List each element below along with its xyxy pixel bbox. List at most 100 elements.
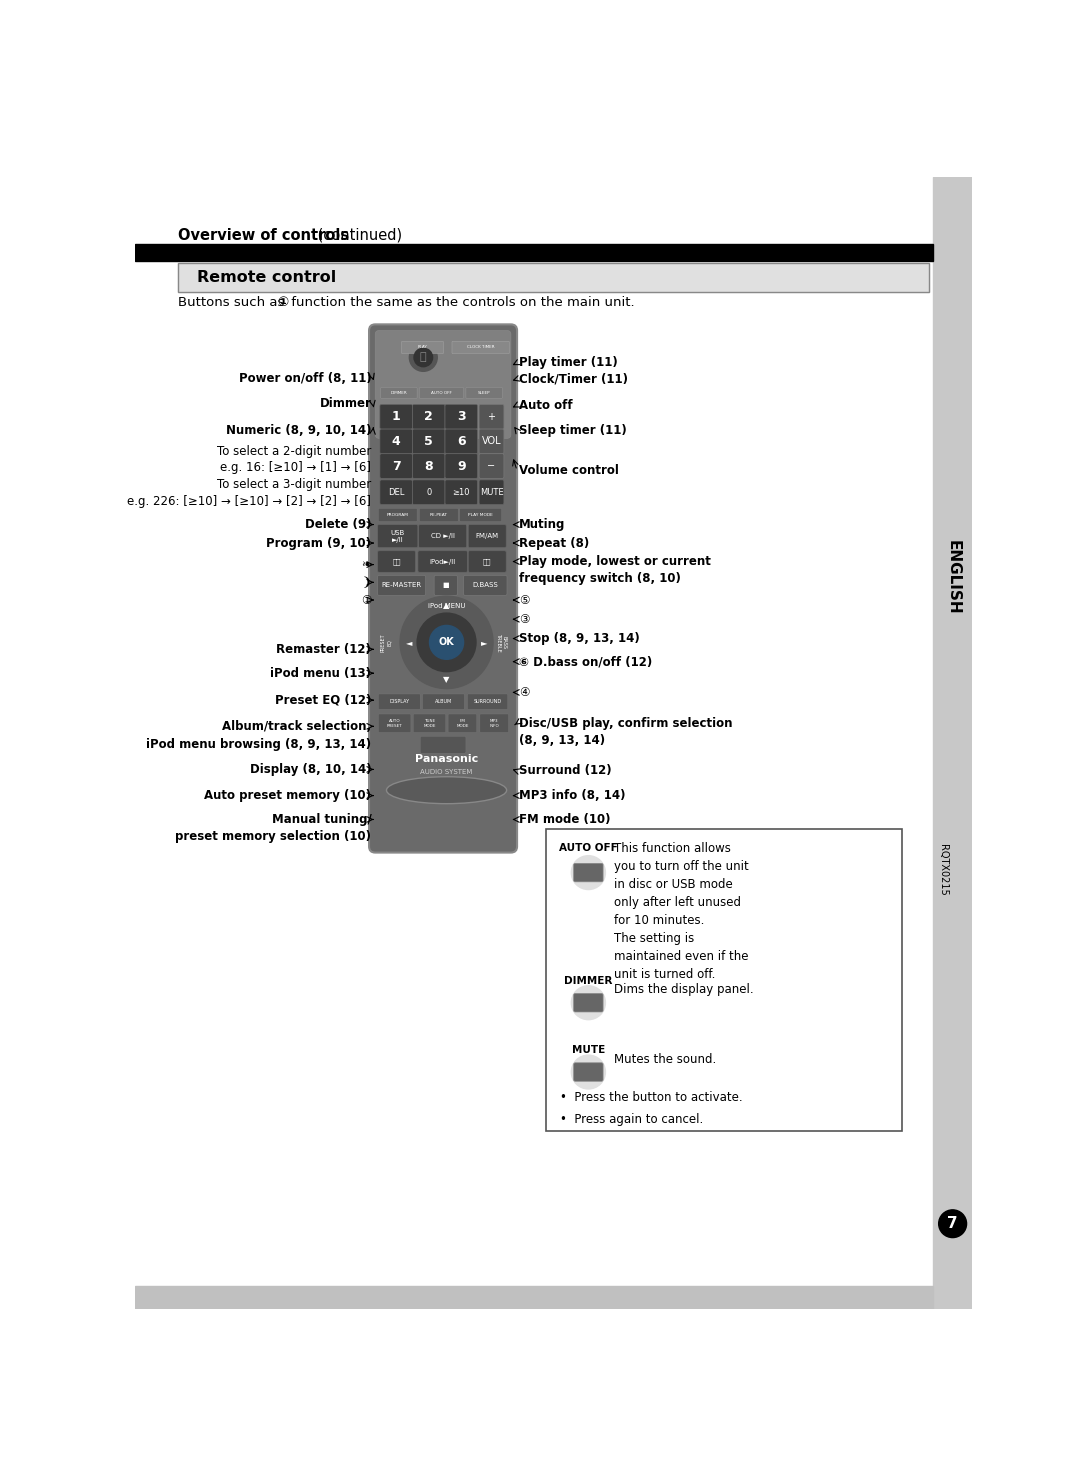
Circle shape bbox=[400, 596, 494, 688]
Text: To select a 2-digit number: To select a 2-digit number bbox=[217, 444, 372, 457]
Bar bbox=[135, 1286, 933, 1309]
Text: 0: 0 bbox=[427, 488, 431, 497]
Text: 6: 6 bbox=[457, 435, 465, 447]
Text: Volume control: Volume control bbox=[518, 465, 619, 477]
Text: Power on/off (8, 11): Power on/off (8, 11) bbox=[239, 372, 372, 385]
Text: iPod menu browsing (8, 9, 13, 14): iPod menu browsing (8, 9, 13, 14) bbox=[146, 737, 372, 750]
Text: Delete (9): Delete (9) bbox=[305, 518, 372, 531]
FancyBboxPatch shape bbox=[480, 480, 504, 505]
Text: AUTO OFF: AUTO OFF bbox=[559, 843, 618, 853]
Text: +: + bbox=[487, 412, 496, 422]
Text: MUTE: MUTE bbox=[571, 1044, 605, 1055]
Circle shape bbox=[939, 1209, 967, 1237]
FancyBboxPatch shape bbox=[480, 713, 509, 733]
FancyBboxPatch shape bbox=[380, 387, 417, 399]
Text: 9: 9 bbox=[457, 459, 465, 472]
FancyBboxPatch shape bbox=[378, 525, 418, 547]
Text: Album/track selection,: Album/track selection, bbox=[222, 719, 372, 733]
Text: Mutes the sound.: Mutes the sound. bbox=[613, 1053, 716, 1066]
Text: DIMMER: DIMMER bbox=[391, 391, 407, 394]
Text: AUDIO SYSTEM: AUDIO SYSTEM bbox=[420, 769, 473, 775]
FancyBboxPatch shape bbox=[380, 453, 413, 478]
Text: ▲: ▲ bbox=[443, 602, 449, 610]
Text: Dims the display panel.: Dims the display panel. bbox=[613, 984, 754, 996]
Text: RE-MASTER: RE-MASTER bbox=[381, 583, 421, 588]
FancyBboxPatch shape bbox=[448, 713, 476, 733]
Text: DEL: DEL bbox=[388, 488, 404, 497]
FancyBboxPatch shape bbox=[468, 694, 508, 709]
FancyBboxPatch shape bbox=[573, 863, 603, 881]
Text: Auto preset memory (10): Auto preset memory (10) bbox=[204, 788, 372, 802]
Circle shape bbox=[417, 613, 476, 672]
FancyBboxPatch shape bbox=[378, 550, 416, 572]
Text: ENGLISH: ENGLISH bbox=[945, 540, 960, 615]
Text: ⑤: ⑤ bbox=[518, 593, 529, 606]
Text: PLAY MODE: PLAY MODE bbox=[469, 513, 494, 516]
Text: MP3
INFO: MP3 INFO bbox=[489, 719, 499, 728]
Text: e.g. 226: [≥10] → [≥10] → [2] → [2] → [6]: e.g. 226: [≥10] → [≥10] → [2] → [2] → [6… bbox=[127, 494, 372, 507]
FancyBboxPatch shape bbox=[413, 430, 445, 453]
FancyBboxPatch shape bbox=[445, 453, 477, 478]
Text: ►: ► bbox=[481, 638, 487, 647]
Text: (8, 9, 13, 14): (8, 9, 13, 14) bbox=[518, 734, 605, 747]
Text: FM mode (10): FM mode (10) bbox=[518, 813, 610, 827]
Text: MP3 info (8, 14): MP3 info (8, 14) bbox=[518, 788, 625, 802]
Text: ⏩⏩: ⏩⏩ bbox=[483, 558, 491, 565]
FancyBboxPatch shape bbox=[369, 325, 517, 853]
Circle shape bbox=[409, 344, 437, 371]
Text: This function allows
you to turn off the unit
in disc or USB mode
only after lef: This function allows you to turn off the… bbox=[613, 841, 748, 981]
FancyBboxPatch shape bbox=[419, 387, 463, 399]
Text: ⏻: ⏻ bbox=[420, 353, 427, 362]
FancyBboxPatch shape bbox=[469, 525, 507, 547]
Text: ◄: ◄ bbox=[406, 638, 413, 647]
FancyBboxPatch shape bbox=[378, 575, 426, 596]
Text: ❧: ❧ bbox=[362, 558, 372, 571]
Text: ④: ④ bbox=[518, 685, 529, 699]
Text: SURROUND: SURROUND bbox=[473, 699, 502, 705]
Text: Clock/Timer (11): Clock/Timer (11) bbox=[518, 372, 627, 385]
Text: D.BASS: D.BASS bbox=[472, 583, 498, 588]
Text: 8: 8 bbox=[424, 459, 433, 472]
Text: Preset EQ (12): Preset EQ (12) bbox=[275, 694, 372, 706]
Bar bbox=[177, 263, 930, 293]
Ellipse shape bbox=[387, 777, 507, 803]
Text: Surround (12): Surround (12) bbox=[518, 765, 611, 778]
Text: Remaster (12): Remaster (12) bbox=[276, 643, 372, 656]
Text: AUTO OFF: AUTO OFF bbox=[431, 391, 451, 394]
FancyBboxPatch shape bbox=[434, 575, 458, 596]
Text: Buttons such as: Buttons such as bbox=[177, 296, 288, 309]
Text: RQTX0215: RQTX0215 bbox=[937, 844, 947, 896]
Circle shape bbox=[571, 986, 606, 1019]
Text: •  Press the button to activate.: • Press the button to activate. bbox=[559, 1091, 742, 1105]
Text: CLOCK TIMER: CLOCK TIMER bbox=[467, 346, 495, 350]
FancyBboxPatch shape bbox=[465, 387, 502, 399]
Text: ≥10: ≥10 bbox=[453, 488, 470, 497]
FancyBboxPatch shape bbox=[380, 480, 413, 505]
Text: OK: OK bbox=[438, 637, 455, 647]
Circle shape bbox=[571, 856, 606, 890]
FancyBboxPatch shape bbox=[378, 694, 420, 709]
Text: (continued): (continued) bbox=[313, 228, 403, 243]
Circle shape bbox=[414, 349, 433, 366]
FancyBboxPatch shape bbox=[451, 341, 510, 353]
Text: 7: 7 bbox=[947, 1217, 958, 1231]
Bar bbox=[933, 177, 972, 1309]
FancyBboxPatch shape bbox=[378, 509, 417, 522]
Text: 3: 3 bbox=[457, 410, 465, 424]
Text: ①: ① bbox=[276, 296, 288, 309]
Text: iPod►/II: iPod►/II bbox=[430, 559, 456, 565]
FancyBboxPatch shape bbox=[463, 575, 507, 596]
Text: 7: 7 bbox=[392, 459, 401, 472]
Circle shape bbox=[571, 1055, 606, 1089]
FancyBboxPatch shape bbox=[413, 405, 445, 430]
Text: PLAY: PLAY bbox=[418, 346, 428, 350]
Text: Numeric (8, 9, 10, 14): Numeric (8, 9, 10, 14) bbox=[226, 424, 372, 437]
Text: Play timer (11): Play timer (11) bbox=[518, 356, 618, 369]
Text: AUTO
PRESET: AUTO PRESET bbox=[387, 719, 403, 728]
Text: PRESET
EQ: PRESET EQ bbox=[381, 633, 391, 652]
Text: Disc/USB play, confirm selection: Disc/USB play, confirm selection bbox=[518, 716, 732, 730]
FancyBboxPatch shape bbox=[480, 430, 504, 453]
Text: BASS
TREBLE: BASS TREBLE bbox=[496, 633, 507, 652]
Text: Display (8, 10, 14): Display (8, 10, 14) bbox=[249, 763, 372, 775]
Text: ALBUM: ALBUM bbox=[435, 699, 453, 705]
